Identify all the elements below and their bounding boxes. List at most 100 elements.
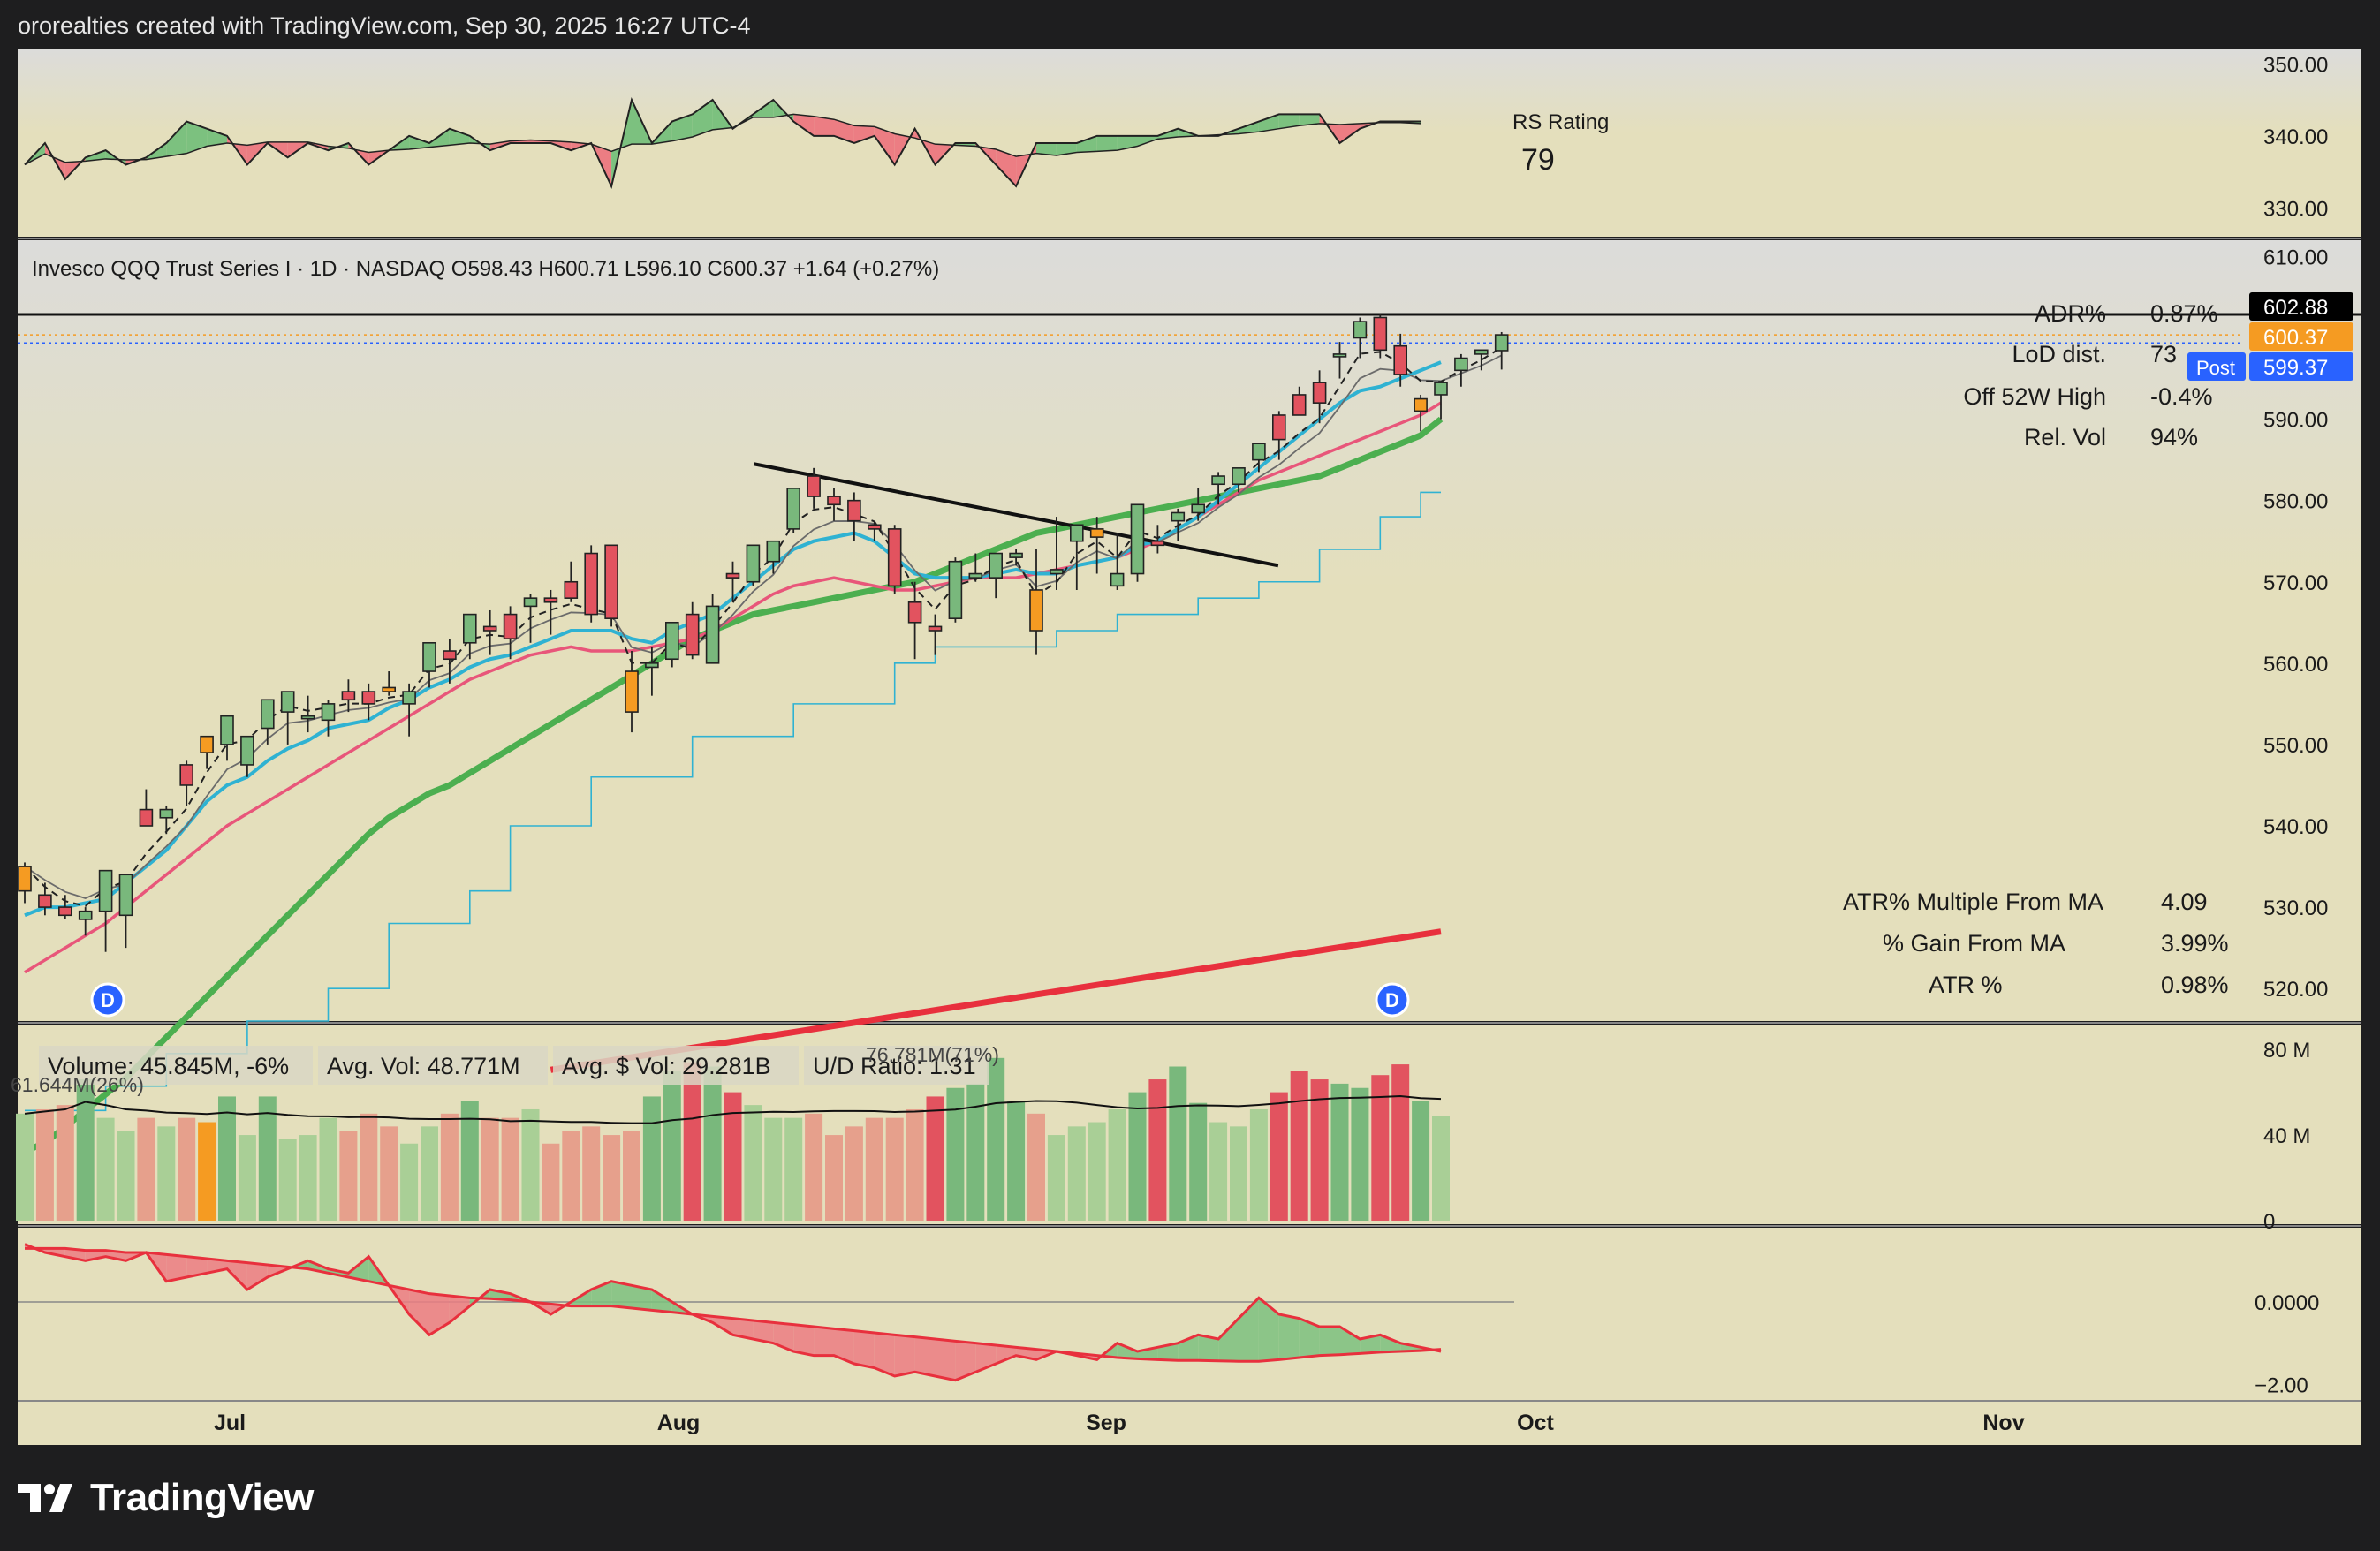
volume-bar <box>906 1108 924 1221</box>
rs-fill-segment <box>1258 114 1279 132</box>
candle-body <box>867 524 882 530</box>
volume-bar <box>56 1105 74 1221</box>
candle-body <box>989 552 1003 579</box>
rs-fill-segment <box>1239 121 1259 134</box>
dividend-marker-label: D <box>101 989 115 1011</box>
candle-body <box>98 869 113 912</box>
candle-body <box>300 715 315 720</box>
candle-body <box>118 874 133 917</box>
stat-label-bottom: ATR% Multiple From MA <box>1843 889 2103 915</box>
x-axis-bg <box>18 1401 2361 1445</box>
avg-volume-line <box>24 1094 1442 1124</box>
osc-fill-segment <box>64 1248 86 1261</box>
stat-label: LoD dist. <box>2012 341 2106 367</box>
tradingview-logo-icon <box>18 1480 80 1516</box>
candle-body <box>159 808 174 819</box>
price-y-tick: 580.00 <box>2263 490 2328 514</box>
volume-bar <box>724 1092 742 1221</box>
candle-body <box>1353 321 1368 339</box>
price-y-tick: 520.00 <box>2263 978 2328 1002</box>
candle-body <box>948 560 963 619</box>
candle-body <box>179 764 193 786</box>
osc-fill-segment <box>814 1327 834 1356</box>
volume-bar <box>946 1087 965 1221</box>
candle-body <box>1393 344 1407 375</box>
candle-body <box>523 597 538 608</box>
dividend-marker-icon <box>1375 982 1410 1018</box>
volume-bar <box>218 1096 236 1221</box>
candle-body <box>1110 572 1125 587</box>
osc-y-tick: 0.0000 <box>2255 1291 2319 1315</box>
price-tag-label: 602.88 <box>2263 296 2328 320</box>
candle-body <box>1171 511 1186 522</box>
volume-bar <box>1209 1122 1228 1221</box>
stat-value-bottom: 0.98% <box>2161 972 2229 998</box>
candle-body <box>543 597 558 603</box>
volume-info-box <box>553 1046 799 1085</box>
volume-bar <box>339 1131 358 1221</box>
volume-bar <box>603 1135 621 1221</box>
candle-body <box>139 808 154 827</box>
volume-bar <box>1310 1079 1329 1221</box>
volume-bar <box>542 1143 560 1221</box>
tradingview-logo[interactable]: TradingView <box>18 1472 314 1525</box>
volume-peak-note: 76.781M(71%) <box>866 1043 999 1066</box>
candle-body <box>1454 357 1468 372</box>
volume-bar <box>1351 1087 1369 1221</box>
price-tag-label: 599.37 <box>2263 356 2328 380</box>
osc-fill-segment <box>227 1260 247 1290</box>
rs-fill-segment <box>1096 135 1118 152</box>
rs-fill-segment <box>348 143 369 165</box>
osc-slow-line <box>25 1246 1442 1363</box>
candle-body <box>907 601 922 624</box>
candle-body <box>200 735 214 753</box>
volume-bar <box>440 1113 459 1221</box>
candle-body <box>462 613 477 644</box>
candle-body <box>341 691 356 701</box>
volume-bar <box>582 1126 601 1221</box>
volume-bar <box>1007 1101 1026 1221</box>
candle-body <box>482 625 497 632</box>
candle-body <box>422 642 436 672</box>
volume-bar <box>703 1066 722 1221</box>
rs-fill-segment <box>874 126 895 165</box>
osc-fill-segment <box>935 1339 956 1381</box>
rs-fill-segment <box>1299 114 1320 126</box>
osc-fill-segment <box>1319 1327 1340 1356</box>
candle-body <box>1494 334 1509 352</box>
stat-label: Off 52W High <box>1963 383 2106 410</box>
price-y-tick: 610.00 <box>2263 246 2328 269</box>
candle-body <box>625 670 639 713</box>
price-y-tick: 550.00 <box>2263 734 2328 758</box>
volume-info-box <box>318 1046 548 1085</box>
osc-fill-segment <box>348 1256 369 1282</box>
rs-fill-segment <box>1076 135 1097 153</box>
osc-fill-segment <box>489 1290 511 1300</box>
volume-bar <box>1330 1083 1349 1221</box>
volume-bar <box>1230 1126 1247 1221</box>
osc-fill-segment <box>1117 1343 1138 1359</box>
osc-fill-segment <box>591 1281 612 1306</box>
candle-body <box>1312 382 1327 404</box>
volume-bar <box>1088 1122 1106 1221</box>
oscillator-panel-bg <box>18 1228 2361 1401</box>
volume-bar <box>16 1113 34 1221</box>
volume-bar <box>198 1122 216 1221</box>
volume-bar <box>885 1117 904 1221</box>
chart-header: ororealties created with TradingView.com… <box>0 0 2380 49</box>
candle-body <box>968 572 983 579</box>
volume-bar <box>1169 1066 1187 1221</box>
x-axis-label: Sep <box>1086 1411 1126 1435</box>
candle-body <box>1272 414 1286 441</box>
osc-fill-segment <box>186 1256 208 1277</box>
candle-body <box>746 544 761 583</box>
candle-body <box>786 488 801 530</box>
rs-fill-segment <box>207 128 227 147</box>
volume-bar <box>663 1071 681 1221</box>
candle-body <box>827 496 841 506</box>
volume-bar <box>1148 1079 1167 1221</box>
volume-bar <box>481 1117 499 1221</box>
volume-bar <box>96 1117 115 1221</box>
candle-body <box>1373 316 1388 352</box>
